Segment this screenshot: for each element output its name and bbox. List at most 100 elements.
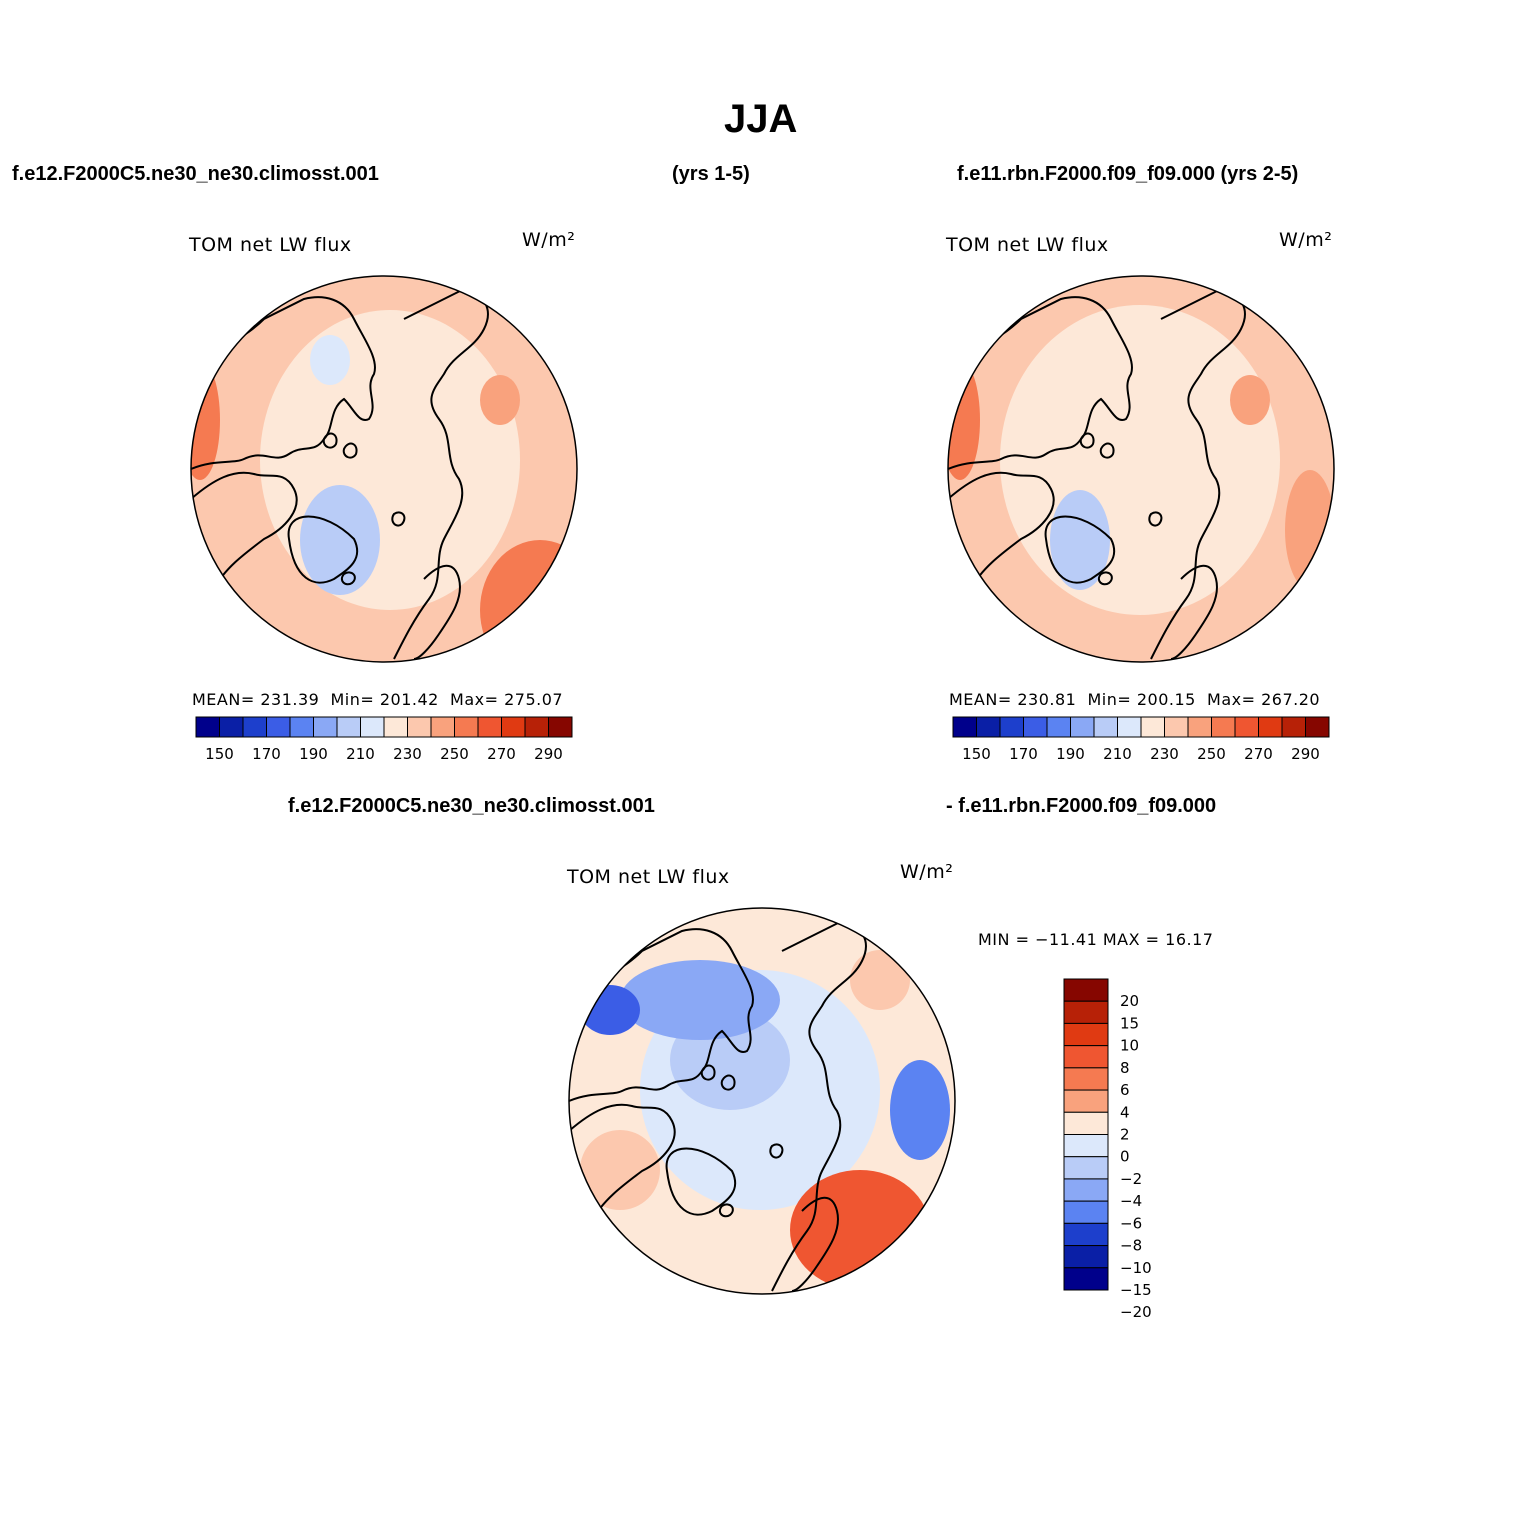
panel2-colorbar-swatch	[1187, 716, 1212, 738]
panel1-colorbar-swatch	[289, 716, 314, 738]
panel2-colorbar-tick-label: 150	[962, 745, 991, 763]
panel2-colorbar-swatch	[952, 716, 977, 738]
panel2-colorbar-swatch	[1211, 716, 1236, 738]
panel3-subtitle: TOM net LW flux	[567, 866, 730, 888]
panel3-colorbar-tick-label: 10	[1120, 1037, 1139, 1055]
panel1-mean-value: 231.39	[260, 690, 320, 709]
case-header-years: (yrs 1-5)	[672, 163, 750, 185]
panel3-colorbar-tick-label: 8	[1120, 1059, 1130, 1077]
panel1-colorbar-swatch	[336, 716, 361, 738]
panel2-colorbar-swatch	[1258, 716, 1283, 738]
panel2-colorbar-tick-label: 290	[1291, 745, 1320, 763]
panel1-subtitle: TOM net LW flux	[189, 234, 352, 256]
panel2-map	[947, 275, 1335, 663]
panel3-colorbar-swatch	[1063, 1200, 1109, 1224]
panel2-colorbar-swatch	[1164, 716, 1189, 738]
panel2-mean-label: MEAN=	[949, 690, 1012, 709]
panel2-colorbar-swatch	[1023, 716, 1048, 738]
panel2-max-label: Max=	[1207, 690, 1256, 709]
panel1-colorbar-swatch	[266, 716, 291, 738]
panel2-colorbar-tick-label: 190	[1056, 745, 1085, 763]
panel1-colorbar-swatch	[219, 716, 244, 738]
panel1-max-value: 275.07	[504, 690, 564, 709]
panel3-colorbar-tick-label: −20	[1120, 1303, 1152, 1321]
panel3-colorbar-swatch	[1063, 1156, 1109, 1180]
panel3-colorbar-swatch	[1063, 1134, 1109, 1158]
panel2-colorbar-swatch	[1070, 716, 1095, 738]
panel3-colorbar-swatch	[1063, 978, 1109, 1002]
panel1-colorbar-swatch	[454, 716, 479, 738]
panel1-colorbar-swatch	[548, 716, 573, 738]
panel1-mean-label: MEAN=	[192, 690, 255, 709]
panel3-colorbar-tick-label: −15	[1120, 1281, 1152, 1299]
panel1-map	[190, 275, 578, 663]
panel3-units: W/m²	[900, 861, 954, 883]
panel3-colorbar-tick-label: 15	[1120, 1014, 1139, 1032]
panel1-colorbar-swatch	[242, 716, 267, 738]
panel3-colorbar-swatch	[1063, 1089, 1109, 1113]
diff-header-right: - f.e11.rbn.F2000.f09_f09.000	[946, 795, 1217, 817]
panel1-min-value: 201.42	[379, 690, 439, 709]
panel1-colorbar-tick-label: 190	[299, 745, 328, 763]
panel3-minmax: MIN = −11.41 MAX = 16.17	[978, 930, 1214, 949]
panel2-colorbar-tick-label: 230	[1150, 745, 1179, 763]
panel3-colorbar-tick-label: −4	[1120, 1192, 1142, 1210]
panel1-colorbar: 150 170 190 210 230 250 270 290	[195, 716, 573, 763]
panel1-colorbar-swatch	[360, 716, 385, 738]
panel3-colorbar-tick-label: 2	[1120, 1126, 1130, 1144]
panel2-colorbar-swatch	[1046, 716, 1071, 738]
panel2-colorbar-swatch	[1234, 716, 1259, 738]
panel1-colorbar-swatch	[501, 716, 526, 738]
panel1-colorbar-swatch	[383, 716, 408, 738]
panel2-colorbar: 150 170 190 210 230 250 270 290	[952, 716, 1330, 763]
panel3-colorbar-swatch	[1063, 1178, 1109, 1202]
panel2-units: W/m²	[1279, 229, 1333, 251]
panel2-max-value: 267.20	[1261, 690, 1321, 709]
panel3-colorbar-swatch	[1063, 1222, 1109, 1247]
panel1-max-label: Max=	[450, 690, 499, 709]
panel2-colorbar-tick-label: 170	[1009, 745, 1038, 763]
panel3-colorbar-tick-label: −10	[1120, 1259, 1152, 1277]
panel1-colorbar-swatch	[407, 716, 432, 738]
panel3-colorbar-swatch	[1063, 1111, 1109, 1136]
panel3-colorbar-swatch	[1063, 1267, 1109, 1291]
panel1-colorbar-swatch	[195, 716, 220, 738]
panel2-colorbar-swatch	[999, 716, 1024, 738]
panel3-colorbar-swatch	[1063, 1000, 1109, 1024]
panel2-mean-value: 230.81	[1017, 690, 1077, 709]
panel1-colorbar-swatch	[477, 716, 502, 738]
panel1-colorbar-tick-label: 150	[205, 745, 234, 763]
panel3-colorbar-tick-label: 4	[1120, 1103, 1130, 1121]
panel2-colorbar-tick-label: 210	[1103, 745, 1132, 763]
panel3-colorbar-tick-label: −8	[1120, 1237, 1142, 1255]
panel1-colorbar-tick-label: 250	[440, 745, 469, 763]
panel2-colorbar-swatch	[1117, 716, 1142, 738]
panel1-colorbar-tick-label: 290	[534, 745, 563, 763]
panel1-colorbar-tick-label: 210	[346, 745, 375, 763]
panel1-colorbar-tick-label: 230	[393, 745, 422, 763]
panel1-colorbar-swatch	[430, 716, 455, 738]
figure-title: JJA	[724, 97, 798, 141]
panel2-stats: MEAN= 230.81 Min= 200.15 Max= 267.20	[949, 690, 1320, 709]
panel1-stats: MEAN= 231.39 Min= 201.42 Max= 275.07	[192, 690, 563, 709]
panel2-colorbar-swatch	[976, 716, 1001, 738]
panel1-units: W/m²	[522, 229, 576, 251]
panel1-colorbar-tick-label: 270	[487, 745, 516, 763]
case-header-left: f.e12.F2000C5.ne30_ne30.climosst.001	[12, 163, 379, 185]
panel1-colorbar-swatch	[524, 716, 549, 738]
panel2-colorbar-swatch	[1305, 716, 1330, 738]
panel3-colorbar-tick-label: −2	[1120, 1170, 1142, 1188]
panel2-colorbar-swatch	[1281, 716, 1306, 738]
panel3-colorbar-swatch	[1063, 1245, 1109, 1269]
panel2-colorbar-swatch	[1140, 716, 1165, 738]
case-header-right: f.e11.rbn.F2000.f09_f09.000 (yrs 2-5)	[957, 163, 1299, 185]
diff-header-left: f.e12.F2000C5.ne30_ne30.climosst.001	[288, 795, 655, 817]
panel3-colorbar-tick-label: −6	[1120, 1214, 1142, 1232]
panel3-colorbar-swatch	[1063, 1067, 1109, 1091]
panel1-colorbar-swatch	[313, 716, 338, 738]
panel1-colorbar-tick-label: 170	[252, 745, 281, 763]
panel2-colorbar-tick-label: 270	[1244, 745, 1273, 763]
panel3-colorbar-swatch	[1063, 1022, 1109, 1047]
